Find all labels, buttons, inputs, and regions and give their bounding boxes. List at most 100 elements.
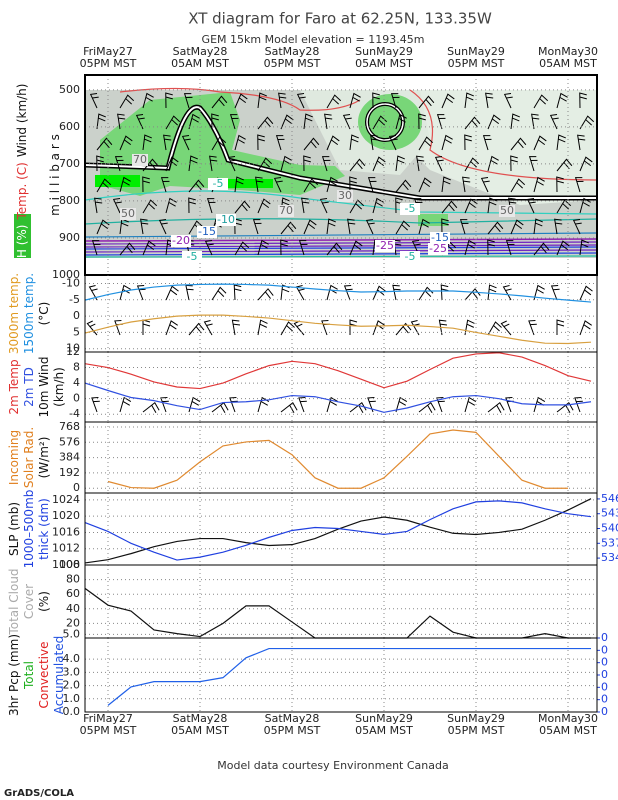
temp-contour-label: -15 xyxy=(431,231,449,244)
wind-barb xyxy=(142,134,152,151)
wind-barb xyxy=(234,200,251,214)
wind-barb xyxy=(556,134,566,151)
wind-barb xyxy=(482,135,492,151)
wind-barb xyxy=(91,240,101,256)
wind-barb xyxy=(367,397,376,413)
wind-barb xyxy=(372,285,386,301)
y-tick-label: 5.0 xyxy=(63,627,81,640)
series-line xyxy=(107,429,568,489)
side-label-part: Accumulated xyxy=(52,636,66,715)
wind-barb xyxy=(533,218,543,235)
wind-barb xyxy=(89,92,99,109)
chart-title: XT diagram for Faro at 62.25N, 133.35W xyxy=(188,10,492,28)
wind-barb xyxy=(434,155,444,172)
wind-barb xyxy=(441,93,455,109)
wind-barb xyxy=(510,178,526,193)
wind-barb xyxy=(119,284,131,301)
y-tick-label: -10 xyxy=(62,276,80,289)
x-tick-label: SatMay28 05PM MST xyxy=(263,45,321,70)
wind-barb xyxy=(556,240,570,256)
wind-barb xyxy=(579,156,593,172)
series-line xyxy=(84,314,592,345)
wind-barb xyxy=(234,134,246,151)
x-tick-label: SunMay29 05PM MST xyxy=(447,45,505,70)
wind-barb xyxy=(528,320,537,336)
wind-barb xyxy=(119,176,131,193)
wind-barb xyxy=(280,402,298,413)
side-label-part: Temp. (C) xyxy=(15,162,29,220)
wind-barb xyxy=(165,115,181,130)
wind-barb xyxy=(510,137,527,151)
x-tick-label: SatMay28 05AM MST xyxy=(171,712,229,737)
side-label-part: Cover xyxy=(22,584,36,619)
wind-barb xyxy=(211,136,227,151)
wind-barb xyxy=(574,397,583,413)
side-label-part: Total Cloud xyxy=(7,568,21,635)
y-tick-label: 20 xyxy=(66,616,80,629)
wind-barb xyxy=(280,239,288,256)
y-tick-label: 900 xyxy=(59,231,80,244)
wind-barb xyxy=(487,114,501,130)
wind-barb xyxy=(211,95,228,109)
logo: GrADS/COLA xyxy=(4,788,74,799)
side-label: Accumulated xyxy=(52,636,66,715)
y-tick-label: 1008 xyxy=(52,558,80,571)
series-line xyxy=(84,500,592,561)
wind-barb xyxy=(436,397,445,413)
wind-barb xyxy=(388,134,398,151)
wind-barb xyxy=(326,242,343,256)
wind-barb xyxy=(365,218,375,235)
wind-barb xyxy=(441,218,449,235)
wind-barb xyxy=(233,284,242,301)
wind-barb xyxy=(347,218,356,235)
temp-contour-label: -5 xyxy=(405,250,416,263)
credit: Model data courtesy Environment Canada xyxy=(217,759,448,772)
wind-barb xyxy=(321,156,331,172)
y-tick-label: 384 xyxy=(59,451,80,464)
wind-barb xyxy=(142,92,154,109)
side-label-part: Convective xyxy=(37,642,51,709)
wind-barb xyxy=(441,134,453,151)
wind-barb xyxy=(418,177,432,193)
wind-barb xyxy=(296,92,306,109)
wind-barb xyxy=(392,284,401,301)
wind-barb xyxy=(487,197,497,214)
wind-barb xyxy=(142,158,159,172)
wind-barb xyxy=(96,155,104,172)
wind-barb xyxy=(142,402,160,413)
wind-barb xyxy=(416,155,425,172)
wind-barb xyxy=(257,116,274,130)
wind-barb xyxy=(324,113,333,130)
x-tick-label: SatMay28 05PM MST xyxy=(263,712,321,737)
wind-barb xyxy=(96,113,106,130)
y2-tick-label: 0 xyxy=(601,643,608,656)
y-tick-label: 500 xyxy=(59,83,80,96)
wind-barb xyxy=(550,284,560,301)
temp-label-bg xyxy=(400,203,420,215)
panel-frame xyxy=(84,351,598,423)
rh-contour-label: 70 xyxy=(279,204,293,217)
wind-barb xyxy=(528,156,538,172)
wind-barb xyxy=(326,218,336,235)
wind-barb xyxy=(367,177,377,193)
temp-contour-label: -20 xyxy=(172,234,190,247)
wind-barb xyxy=(165,197,177,214)
y-tick-label: 1016 xyxy=(52,525,80,538)
wind-barb xyxy=(183,93,193,109)
wind-barb xyxy=(418,402,436,413)
wind-barb xyxy=(181,134,191,151)
y-tick-label: 0 xyxy=(73,481,80,494)
wind-barb xyxy=(510,155,518,172)
y-tick-label: 192 xyxy=(59,466,80,479)
wind-barb xyxy=(487,239,495,256)
wind-barb xyxy=(556,199,572,214)
wind-barb xyxy=(94,197,103,214)
wind-barb xyxy=(410,320,420,336)
temp-label-bg xyxy=(400,251,420,263)
wind-barb xyxy=(464,116,481,130)
wind-barb xyxy=(349,92,361,109)
wind-barb xyxy=(579,285,593,301)
y-tick-label: 0.0 xyxy=(63,705,81,718)
rh-contour-label: 50 xyxy=(500,204,514,217)
y-tick-label: 1.0 xyxy=(63,692,81,705)
